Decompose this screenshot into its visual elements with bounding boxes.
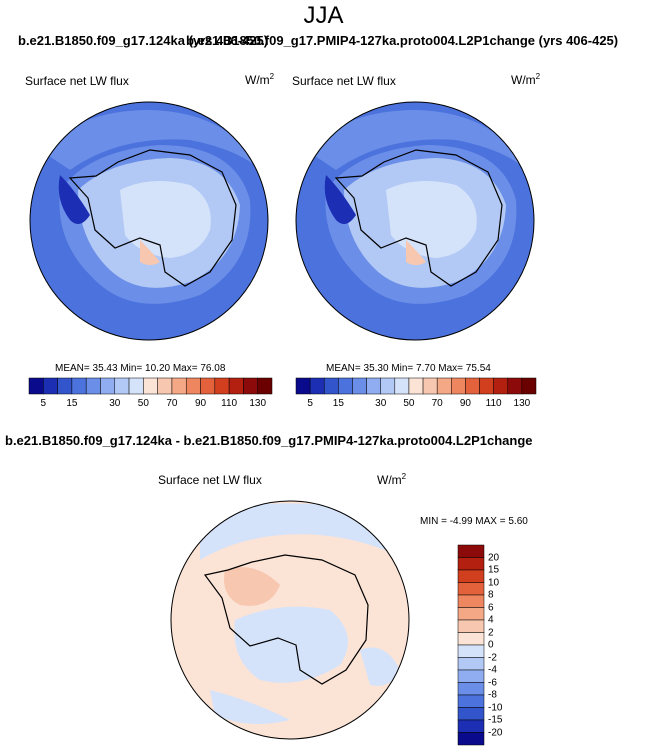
- case-title-right: b.e21.B1850.f09_g17.PMIP4-127ka.proto004…: [186, 33, 619, 48]
- colorbar-tick-label: 50: [137, 398, 149, 409]
- ocean-region-mid: [306, 110, 526, 170]
- ocean-region-mid: [40, 110, 260, 170]
- colorbar-swatch: [457, 557, 485, 571]
- colorbar-swatch: [457, 694, 485, 708]
- colorbar-tick-label: 110: [485, 398, 502, 409]
- colorbar-tick-label: -10: [488, 702, 503, 713]
- map-boundary: [295, 101, 535, 341]
- antarctica-coastline: [334, 149, 503, 287]
- colorbar-tick-label: 5: [307, 398, 313, 409]
- colorbar-swatch: [257, 377, 273, 395]
- cold-pocket: [324, 175, 356, 224]
- colorbar-tick-label: -8: [488, 689, 497, 701]
- antarctica-coastline: [68, 149, 237, 287]
- colorbar-tick-label: 15: [66, 398, 78, 409]
- colorbar-tick-label: 90: [459, 398, 471, 409]
- colorbar-tick-label: 5: [40, 398, 47, 409]
- colorbar-swatch: [457, 719, 485, 733]
- colorbar-swatch: [457, 607, 485, 621]
- colorbar-tick-label: 2: [488, 627, 494, 638]
- colorbar-swatch: [457, 707, 485, 721]
- colorbar-tick-label: 6: [488, 602, 494, 613]
- colorbar-swatch: [457, 669, 485, 683]
- colorbar-tick-label: -15: [488, 714, 503, 726]
- variable-label-left: Surface net LW flux: [25, 74, 129, 88]
- positive-strong-region: [224, 567, 280, 606]
- season-title: JJA: [303, 2, 344, 29]
- units-label-right: W/m2: [511, 72, 541, 87]
- colorbar-tick-label: 130: [513, 398, 531, 409]
- colorbar-tick-label: 20: [488, 552, 500, 563]
- colorbar-tick-label: -2: [488, 652, 497, 663]
- colorbar-tick-label: 130: [249, 398, 267, 409]
- diff-title: b.e21.B1850.f09_g17.124ka - b.e21.B1850.…: [5, 433, 533, 448]
- colorbar-tick-label: -20: [488, 727, 503, 738]
- map-boundary: [170, 500, 410, 740]
- negative-region-south: [210, 690, 290, 724]
- colorbar-right: [295, 377, 537, 395]
- map-boundary: [29, 101, 269, 341]
- colorbar-swatch: [457, 632, 485, 646]
- stats-right: MEAN= 35.30 Min= 7.70 Max= 75.54: [326, 363, 491, 374]
- colorbar-swatch: [457, 619, 485, 633]
- colorbar-swatch: [457, 682, 485, 696]
- units-label-left: W/m2: [245, 72, 275, 87]
- colorbar-tick-label: 50: [403, 398, 415, 409]
- colorbar-tick-label: 15: [332, 398, 344, 409]
- cold-pocket: [58, 175, 90, 224]
- colorbar-tick-label: 8: [488, 589, 494, 601]
- colorbar-tick-label: -6: [488, 677, 497, 688]
- colorbar-tick-label: 10: [488, 577, 500, 588]
- colorbar-tick-label: 15: [488, 564, 500, 576]
- colorbar-swatch: [457, 657, 485, 671]
- colorbar-swatch: [457, 594, 485, 608]
- colorbar-left: [28, 377, 273, 395]
- colorbar-tick-label: 70: [431, 398, 443, 409]
- continent-negative-region: [234, 606, 348, 683]
- colorbar-tick-label: 30: [109, 398, 121, 409]
- antarctica-coastline: [203, 554, 369, 685]
- stats-left: MEAN= 35.43 Min= 10.20 Max= 76.08: [55, 363, 226, 374]
- colorbar-swatch: [457, 582, 485, 596]
- colorbar-tick-label: 70: [166, 398, 178, 409]
- colorbar-tick-label: -4: [488, 664, 497, 676]
- warm-anomaly-patch: [406, 240, 426, 265]
- colorbar-swatch: [457, 544, 485, 558]
- colorbar-swatch: [457, 732, 485, 746]
- diff-units-label: W/m2: [377, 472, 407, 487]
- colorbar-tick-label: 0: [488, 639, 494, 651]
- colorbar-diff: [457, 544, 485, 746]
- warm-anomaly-patch: [140, 240, 160, 265]
- colorbar-tick-label: 4: [488, 614, 494, 626]
- case-title-left: b.e21.B1850.f09_g17.124ka (yrs 406-425): [18, 33, 269, 48]
- diff-stats: MIN = -4.99 MAX = 5.60: [420, 516, 528, 527]
- colorbar-tick-label: 90: [194, 398, 207, 409]
- variable-label-right: Surface net LW flux: [292, 74, 396, 88]
- colorbar-swatch: [457, 569, 485, 583]
- diff-variable-label: Surface net LW flux: [158, 473, 262, 487]
- colorbar-tick-label: 110: [221, 398, 238, 409]
- colorbar-swatch: [457, 644, 485, 658]
- colorbar-tick-label: 30: [375, 398, 387, 409]
- negative-region-east: [360, 647, 400, 686]
- colorbar-swatch: [521, 377, 537, 395]
